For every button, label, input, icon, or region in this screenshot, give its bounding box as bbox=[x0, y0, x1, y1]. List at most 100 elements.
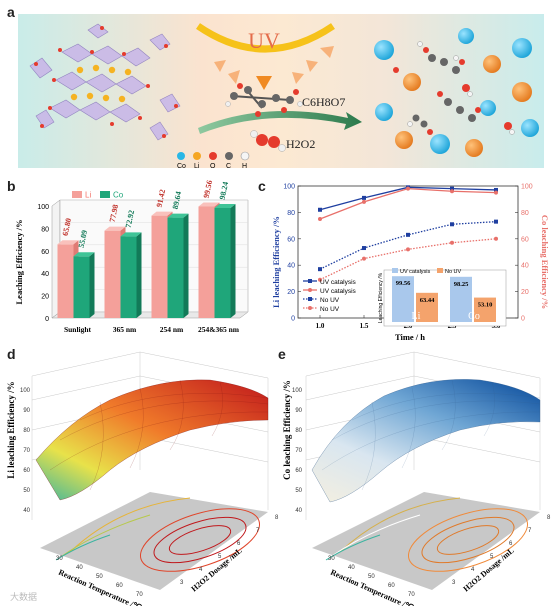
e-xtick: 70 bbox=[408, 592, 415, 598]
c-marker bbox=[362, 195, 366, 200]
d-surface bbox=[35, 379, 269, 501]
d-ztick: 40 bbox=[23, 508, 30, 514]
c-marker bbox=[318, 267, 322, 272]
legend-o: O bbox=[210, 163, 216, 170]
c-inset-legend-uv: UV catalysis bbox=[400, 269, 431, 275]
c-marker bbox=[362, 246, 366, 251]
b-data-label: 65.80 bbox=[61, 217, 74, 236]
c-xlabel: Time / h bbox=[395, 332, 425, 342]
c-marker bbox=[450, 240, 454, 245]
e-surface-mesh bbox=[321, 379, 541, 491]
b-ytick-label: 20 bbox=[41, 294, 49, 301]
c-legend: UV catalysis UV catalysis No UV No UV bbox=[303, 279, 357, 313]
b-ytick-label: 0 bbox=[45, 316, 49, 323]
c-ytick-right: 40 bbox=[521, 263, 529, 270]
e-ytick: 7 bbox=[528, 528, 532, 534]
b-ytick-label: 100 bbox=[37, 204, 49, 211]
b-data-label: 98.24 bbox=[218, 181, 231, 200]
c-inset: Leaching Efficiency /% UV catalysis No U… bbox=[378, 268, 507, 327]
e-ztick: 100 bbox=[292, 388, 303, 394]
legend-co: Co bbox=[177, 163, 186, 170]
c-inset-bar bbox=[474, 297, 496, 322]
b-data-label: 89.64 bbox=[171, 191, 184, 210]
panel-label-b: b bbox=[7, 178, 16, 194]
c-ytick-left: 60 bbox=[287, 236, 295, 243]
h2o2-molecule bbox=[250, 130, 286, 152]
b-bar-li bbox=[198, 206, 215, 318]
e-ytick: 3 bbox=[452, 580, 456, 586]
c-inset-value: 63.44 bbox=[420, 297, 435, 304]
d-xtick: 50 bbox=[96, 574, 103, 580]
c-marker bbox=[494, 187, 498, 192]
b-bar-co bbox=[214, 207, 231, 318]
d-xtick: 60 bbox=[116, 583, 123, 589]
b-ylabel: Leaching Efficiency /% bbox=[14, 220, 24, 305]
d-ytick: 7 bbox=[256, 528, 260, 534]
c-inset-bar bbox=[392, 276, 414, 322]
b-bar-top bbox=[73, 252, 95, 257]
c-ylabel-left: Li leaching Efficiency /% bbox=[271, 216, 281, 308]
d-surface-mesh bbox=[49, 379, 269, 491]
e-ytick: 4 bbox=[471, 567, 475, 573]
b-ytick-label: 40 bbox=[41, 271, 49, 278]
e-ztick: 70 bbox=[295, 448, 302, 454]
legend-h: H bbox=[242, 163, 247, 170]
c-ytick-right: 60 bbox=[521, 236, 529, 243]
atom-legend: Co Li O C H bbox=[177, 151, 250, 170]
c-inset-bar bbox=[450, 276, 472, 322]
b-bar-side bbox=[136, 232, 142, 318]
c-inset-group-label: Li bbox=[412, 311, 421, 322]
e-ztick: 80 bbox=[295, 428, 302, 434]
d-xtick: 70 bbox=[136, 592, 143, 598]
c-ytick-right: 100 bbox=[521, 184, 533, 191]
e-xtick: 30 bbox=[328, 556, 335, 562]
c-inset-bar bbox=[416, 292, 438, 322]
c-marker bbox=[406, 186, 410, 191]
c-marker bbox=[362, 256, 366, 261]
e-ztick: 60 bbox=[295, 468, 302, 474]
b-legend-li: Li bbox=[85, 191, 91, 200]
b-data-label: 72.92 bbox=[124, 209, 137, 228]
d-zlabel: Li leaching Efficiency /% bbox=[6, 381, 16, 478]
b-bar-top bbox=[151, 211, 173, 216]
c-inset-value: 53.10 bbox=[478, 302, 493, 309]
c-marker bbox=[494, 190, 498, 195]
b-bar-side bbox=[183, 213, 189, 318]
c-inset-group-label: Co bbox=[468, 311, 480, 322]
b-bar-top bbox=[120, 232, 142, 237]
legend-c: C bbox=[226, 163, 231, 170]
b-ytick-label: 60 bbox=[41, 249, 49, 256]
c-marker bbox=[318, 277, 322, 282]
d-xtick: 30 bbox=[56, 556, 63, 562]
reaction-arrow bbox=[198, 110, 362, 134]
c-marker bbox=[450, 222, 454, 227]
c-marker bbox=[450, 186, 454, 191]
c-marker bbox=[318, 217, 322, 221]
d-ztick: 90 bbox=[23, 408, 30, 414]
c-inset-legend-nouv: No UV bbox=[445, 269, 462, 275]
c-xtick: 1.5 bbox=[360, 322, 369, 330]
d-ytick: 3 bbox=[180, 580, 184, 586]
b-legend-co-swatch bbox=[100, 191, 110, 198]
c-marker bbox=[362, 199, 366, 204]
leached-ions bbox=[374, 28, 539, 157]
c-ytick-left: 20 bbox=[287, 289, 295, 296]
e-surface bbox=[311, 379, 541, 503]
c-marker bbox=[494, 236, 498, 241]
d-ztick: 70 bbox=[23, 448, 30, 454]
c-inset-value: 99.56 bbox=[396, 280, 411, 287]
b-bar-li bbox=[57, 244, 74, 318]
panel-label-a: a bbox=[7, 4, 15, 20]
c-marker bbox=[450, 189, 454, 194]
c-ytick-right: 80 bbox=[521, 210, 529, 217]
b-data-label: 55.09 bbox=[77, 229, 90, 248]
c-marker bbox=[406, 247, 410, 252]
b-bar-co bbox=[167, 217, 184, 318]
b-category-label: 254&365 nm bbox=[198, 325, 240, 334]
b-bar-side bbox=[230, 203, 236, 318]
e-ztick: 40 bbox=[295, 508, 302, 514]
panel-label-c: c bbox=[258, 178, 266, 194]
